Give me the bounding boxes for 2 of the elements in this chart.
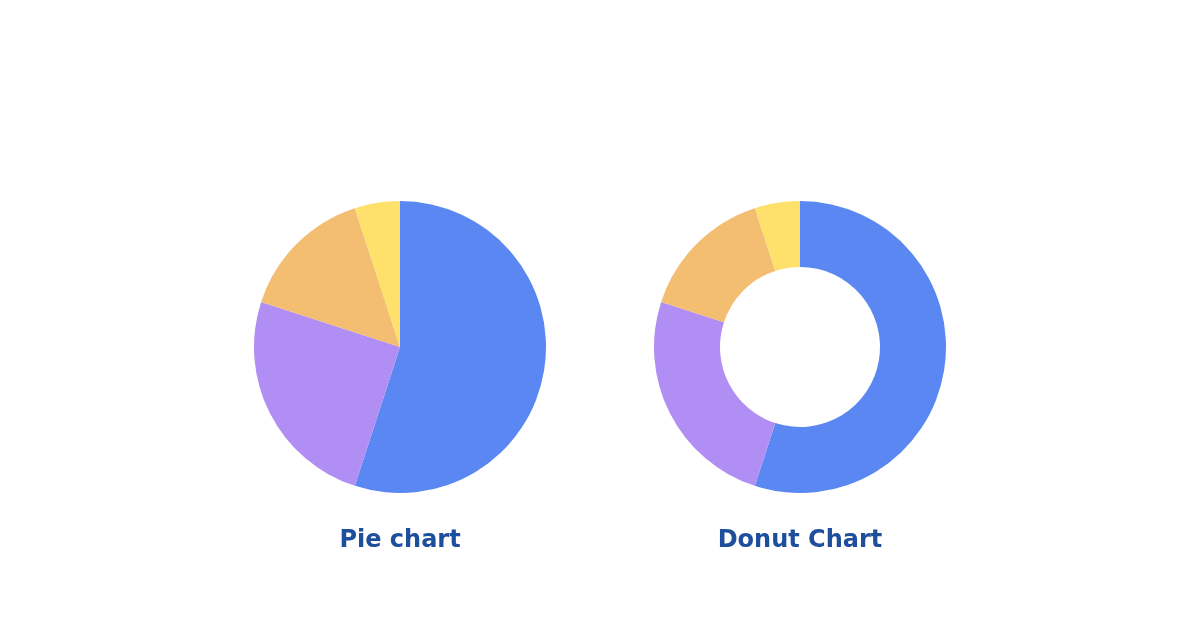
text: Pie chart <box>339 525 461 553</box>
text: Donut Chart <box>717 525 883 553</box>
